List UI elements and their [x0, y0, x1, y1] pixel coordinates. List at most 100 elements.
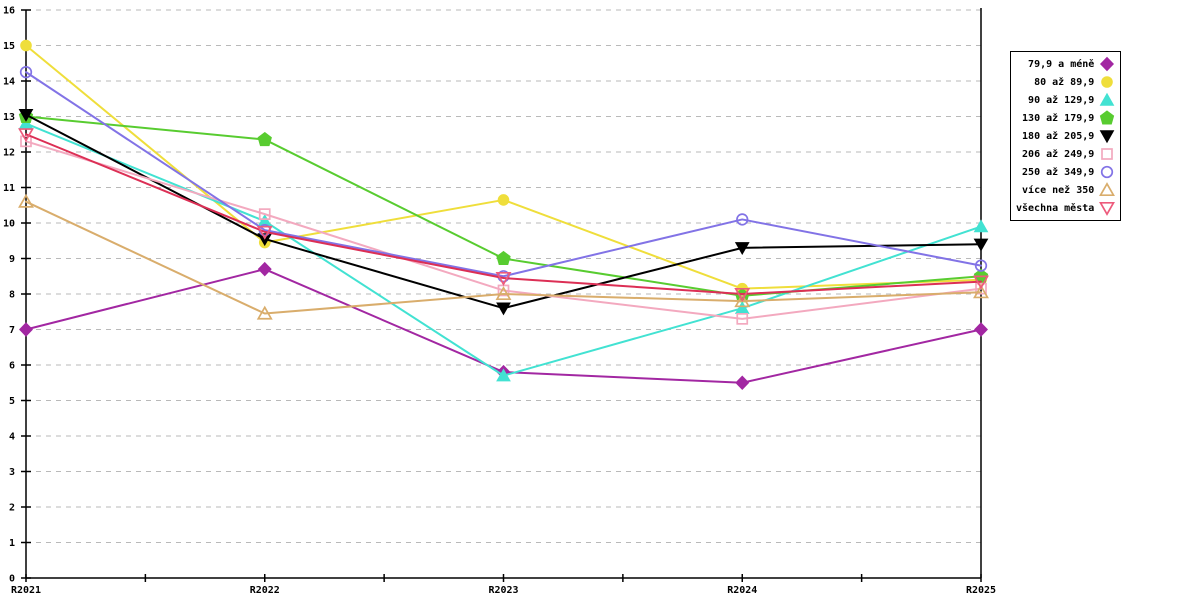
diamond-marker	[974, 322, 988, 337]
y-tick-label: 11	[3, 183, 15, 194]
diamond-marker	[19, 322, 33, 337]
y-tick-label: 13	[3, 112, 15, 123]
triangle-up-marker	[973, 284, 989, 299]
y-tick-label: 4	[9, 432, 15, 443]
legend-label: všechna města	[1016, 202, 1095, 214]
legend-triangle-up-icon	[1099, 92, 1115, 106]
legend-diamond-marker	[1100, 56, 1115, 72]
legend-circle-icon	[1101, 165, 1114, 179]
series-v-ce-ne-350	[18, 193, 989, 320]
series-line	[25, 200, 982, 315]
triangle-down-marker	[734, 287, 751, 302]
triangle-down-marker	[973, 275, 989, 290]
legend-circle-marker	[1101, 76, 1114, 88]
circle-marker	[736, 213, 749, 226]
legend-item-v-echna-m-sta: všechna města	[1016, 199, 1116, 217]
triangle-down-marker	[256, 225, 273, 240]
x-tick-label: R2024	[727, 585, 757, 596]
legend-label: více než 350	[1022, 184, 1095, 196]
x-tick-label: R2023	[488, 585, 518, 596]
triangle-down-marker	[495, 271, 512, 286]
y-tick-label: 2	[9, 503, 15, 514]
y-tick-label: 10	[3, 219, 15, 230]
legend-label: 206 až 249,9	[1022, 148, 1095, 160]
legend-diamond-icon	[1100, 56, 1115, 72]
y-tick-label: 6	[9, 361, 15, 372]
triangle-up-marker	[734, 293, 751, 308]
legend-label: 130 až 179,9	[1022, 112, 1095, 124]
legend-square-marker	[1101, 148, 1114, 160]
triangle-up-marker	[495, 286, 512, 301]
legend-triangle-down-icon	[1099, 130, 1115, 144]
triangle-down-marker	[973, 238, 989, 252]
x-tick-label: R2022	[250, 585, 280, 596]
y-tick-label: 16	[3, 6, 15, 17]
legend-circle-marker	[1101, 165, 1114, 179]
series-line	[25, 140, 982, 320]
circle-marker	[19, 65, 33, 79]
legend-square-icon	[1101, 148, 1114, 160]
series-250-a-349-9	[19, 65, 988, 283]
y-tick-label: 3	[9, 467, 15, 478]
series-line	[25, 113, 982, 310]
series-line	[25, 133, 982, 295]
series-180-a-205-9	[18, 109, 989, 316]
legend-label: 80 až 89,9	[1034, 76, 1095, 88]
series-v-echna-m-sta	[18, 128, 989, 302]
pentagon-marker	[257, 131, 272, 147]
x-tick-label: R2025	[966, 585, 996, 596]
legend-label: 90 až 129,9	[1028, 94, 1095, 106]
legend-triangle-down-icon	[1099, 201, 1116, 216]
legend-item-130-a-179-9: 130 až 179,9	[1016, 109, 1115, 127]
legend-triangle-down-marker	[1099, 130, 1115, 144]
legend-item-250-a-349-9: 250 až 349,9	[1016, 163, 1115, 181]
square-marker	[258, 208, 271, 220]
circle-marker	[20, 39, 32, 52]
triangle-up-marker	[256, 305, 273, 320]
triangle-up-marker	[496, 368, 511, 382]
circle-marker	[974, 259, 988, 272]
square-marker	[975, 282, 987, 295]
y-tick-label: 0	[9, 574, 15, 585]
square-marker	[736, 313, 749, 325]
legend-label: 180 až 205,9	[1022, 130, 1095, 142]
legend-item-90-a-129-9: 90 až 129,9	[1016, 91, 1115, 109]
circle-marker	[497, 194, 510, 206]
triangle-up-marker	[18, 193, 34, 208]
legend-triangle-up-icon	[1099, 182, 1116, 197]
triangle-up-marker	[973, 219, 989, 233]
y-tick-label: 14	[3, 77, 15, 88]
legend-item-206-a-249-9: 206 až 249,9	[1016, 145, 1115, 163]
series-line	[25, 71, 982, 278]
legend-triangle-up-marker	[1099, 92, 1115, 106]
legend-item-180-a-205-9: 180 až 205,9	[1016, 127, 1115, 145]
triangle-down-marker	[18, 109, 34, 122]
diamond-marker	[735, 375, 750, 390]
triangle-down-marker	[18, 128, 34, 143]
legend-item-79-9-a-m-n: 79,9 a méně	[1016, 55, 1115, 73]
diamond-marker	[257, 261, 272, 277]
legend-pentagon-icon	[1100, 110, 1115, 125]
y-tick-label: 5	[9, 396, 15, 407]
legend-triangle-down-marker	[1099, 201, 1116, 216]
legend-pentagon-marker	[1100, 110, 1115, 125]
y-tick-label: 9	[9, 254, 15, 265]
triangle-down-marker	[734, 242, 750, 256]
y-tick-label: 1	[9, 538, 15, 549]
legend-label: 250 až 349,9	[1022, 166, 1095, 178]
legend-triangle-up-marker	[1099, 182, 1116, 197]
legend-box: 79,9 a méně 80 až 89,9 90 až 129,9 130 až 1…	[1010, 51, 1122, 221]
series-line	[25, 122, 982, 377]
legend-label: 79,9 a méně	[1028, 58, 1095, 70]
series-90-a-129-9	[18, 116, 989, 382]
y-tick-label: 8	[9, 290, 15, 301]
y-tick-label: 7	[9, 325, 15, 336]
triangle-down-marker	[496, 302, 511, 316]
square-marker	[20, 135, 32, 148]
legend-item-80-a-89-9: 80 až 89,9	[1016, 73, 1115, 91]
pentagon-marker	[496, 250, 511, 265]
series-206-a-249-9	[20, 135, 987, 325]
legend-item-v-ce-ne-350: více než 350	[1016, 181, 1116, 199]
